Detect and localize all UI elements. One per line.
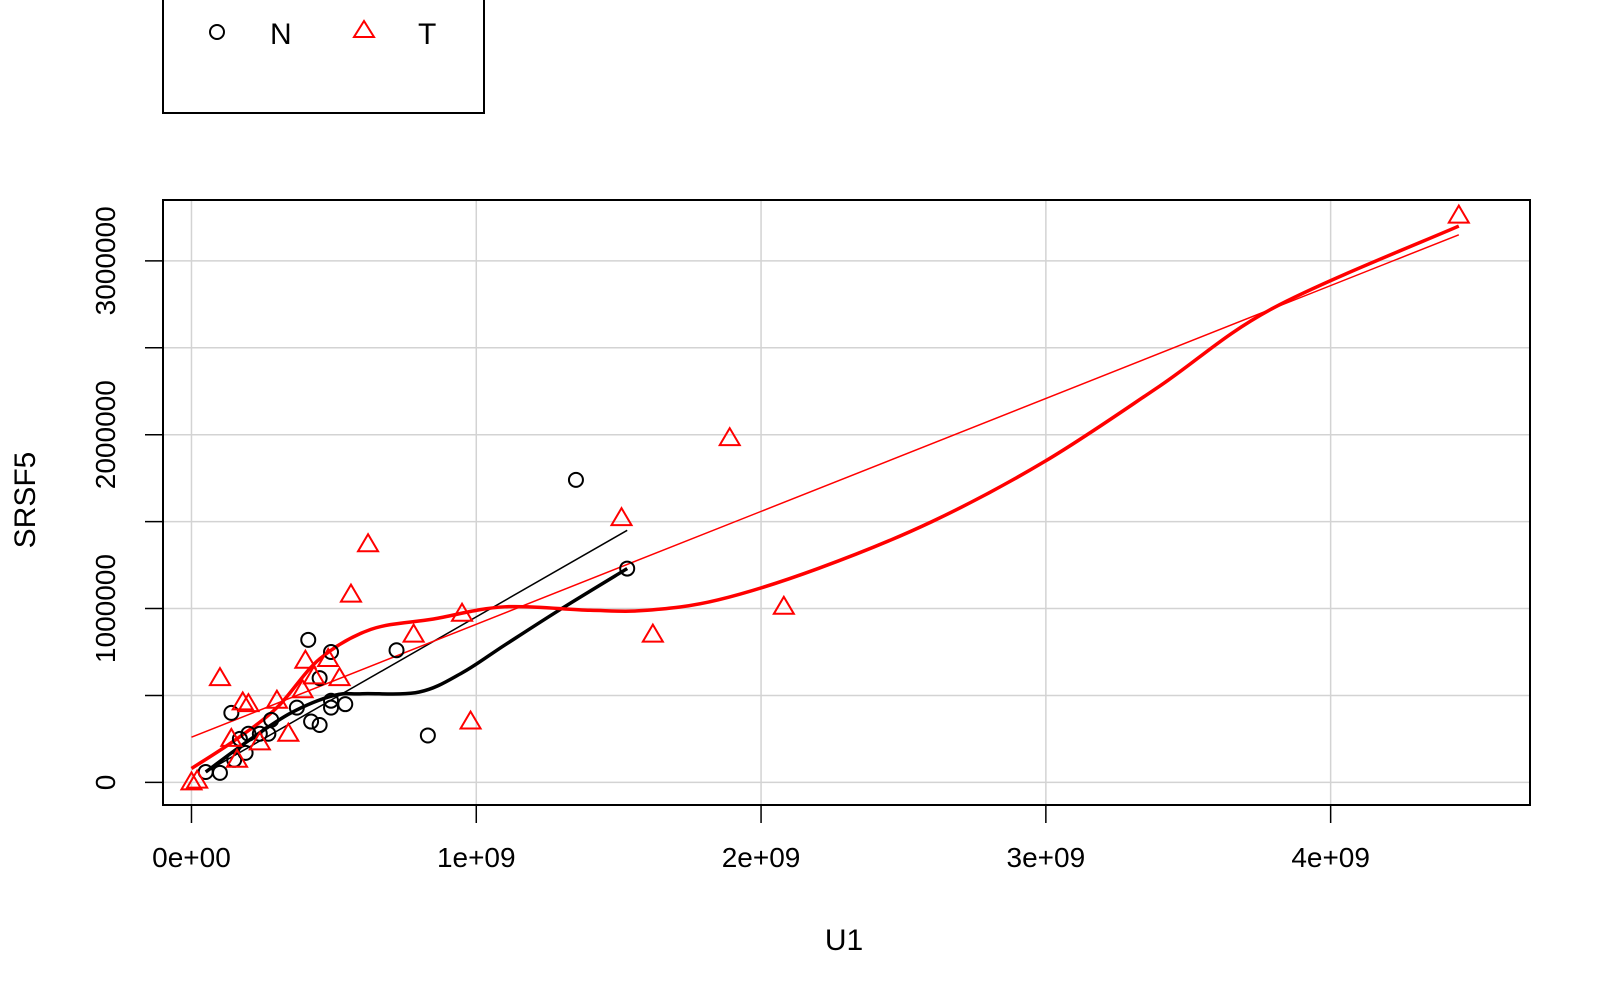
point-n — [311, 717, 328, 734]
point-t — [450, 601, 474, 622]
point-n — [419, 727, 436, 744]
point-t — [230, 690, 255, 711]
point-t — [302, 664, 326, 685]
point-t — [609, 506, 634, 527]
x-axis: 0e+00 1e+09 2e+09 3e+09 4e+09 — [152, 804, 1370, 873]
point-t — [717, 426, 742, 447]
legend-marker-triangle — [352, 19, 376, 38]
point-n — [300, 631, 317, 648]
legend-box — [162, 0, 485, 114]
plot-area-border — [162, 199, 1531, 806]
data-points — [179, 203, 1471, 791]
x-tick-label: 3e+09 — [1007, 842, 1086, 873]
fit-line-n — [205, 529, 628, 773]
legend: N T — [162, 0, 485, 114]
point-t — [265, 688, 289, 709]
x-axis-title: U1 — [825, 924, 863, 957]
point-t — [293, 648, 318, 669]
smooth-curves — [190, 224, 1460, 774]
point-t — [276, 721, 301, 742]
point-n — [288, 699, 305, 716]
point-n — [311, 670, 328, 687]
smooth-curve-n — [204, 567, 629, 774]
point-t — [458, 709, 483, 730]
grid-lines — [163, 200, 1530, 805]
smooth-curve-t — [190, 224, 1460, 770]
point-t — [641, 622, 665, 643]
point-t — [356, 532, 380, 553]
y-tick-label: 2000000 — [90, 380, 121, 489]
point-n — [251, 725, 268, 742]
point-t — [179, 770, 204, 791]
point-t — [208, 666, 232, 687]
legend-label-n: N — [270, 18, 292, 51]
point-t — [401, 622, 426, 643]
point-t — [219, 726, 244, 747]
x-tick-label: 1e+09 — [437, 842, 516, 873]
point-t — [248, 730, 272, 751]
point-t — [327, 666, 352, 687]
point-t — [185, 768, 209, 789]
point-n — [223, 704, 240, 721]
y-axis-title: SRSF5 — [9, 452, 42, 549]
point-t — [772, 594, 796, 615]
point-t — [339, 582, 363, 603]
x-tick-label: 2e+09 — [722, 842, 801, 873]
point-n — [323, 692, 340, 709]
point-n — [388, 642, 405, 659]
y-tick-label: 0 — [90, 775, 121, 791]
point-t — [316, 646, 340, 667]
x-tick-label: 0e+00 — [152, 842, 231, 873]
point-n — [337, 696, 354, 713]
y-axis: 0 1000000 2000000 3000000 — [90, 206, 164, 791]
point-n — [323, 699, 340, 716]
point-n — [240, 725, 257, 742]
y-tick-label: 3000000 — [90, 206, 121, 315]
point-n — [263, 711, 280, 728]
point-t — [290, 678, 315, 699]
point-t — [225, 747, 249, 768]
regression-lines — [191, 234, 1460, 773]
y-tick-label: 1000000 — [90, 554, 121, 663]
x-tick-label: 4e+09 — [1291, 842, 1370, 873]
legend-marker-circle — [209, 24, 225, 40]
point-t — [236, 692, 261, 713]
legend-label-t: T — [418, 18, 436, 51]
point-n — [567, 471, 584, 488]
point-t — [1447, 203, 1471, 224]
point-n — [619, 560, 636, 577]
point-n — [323, 644, 340, 661]
point-n — [211, 764, 228, 781]
point-n — [303, 713, 320, 730]
